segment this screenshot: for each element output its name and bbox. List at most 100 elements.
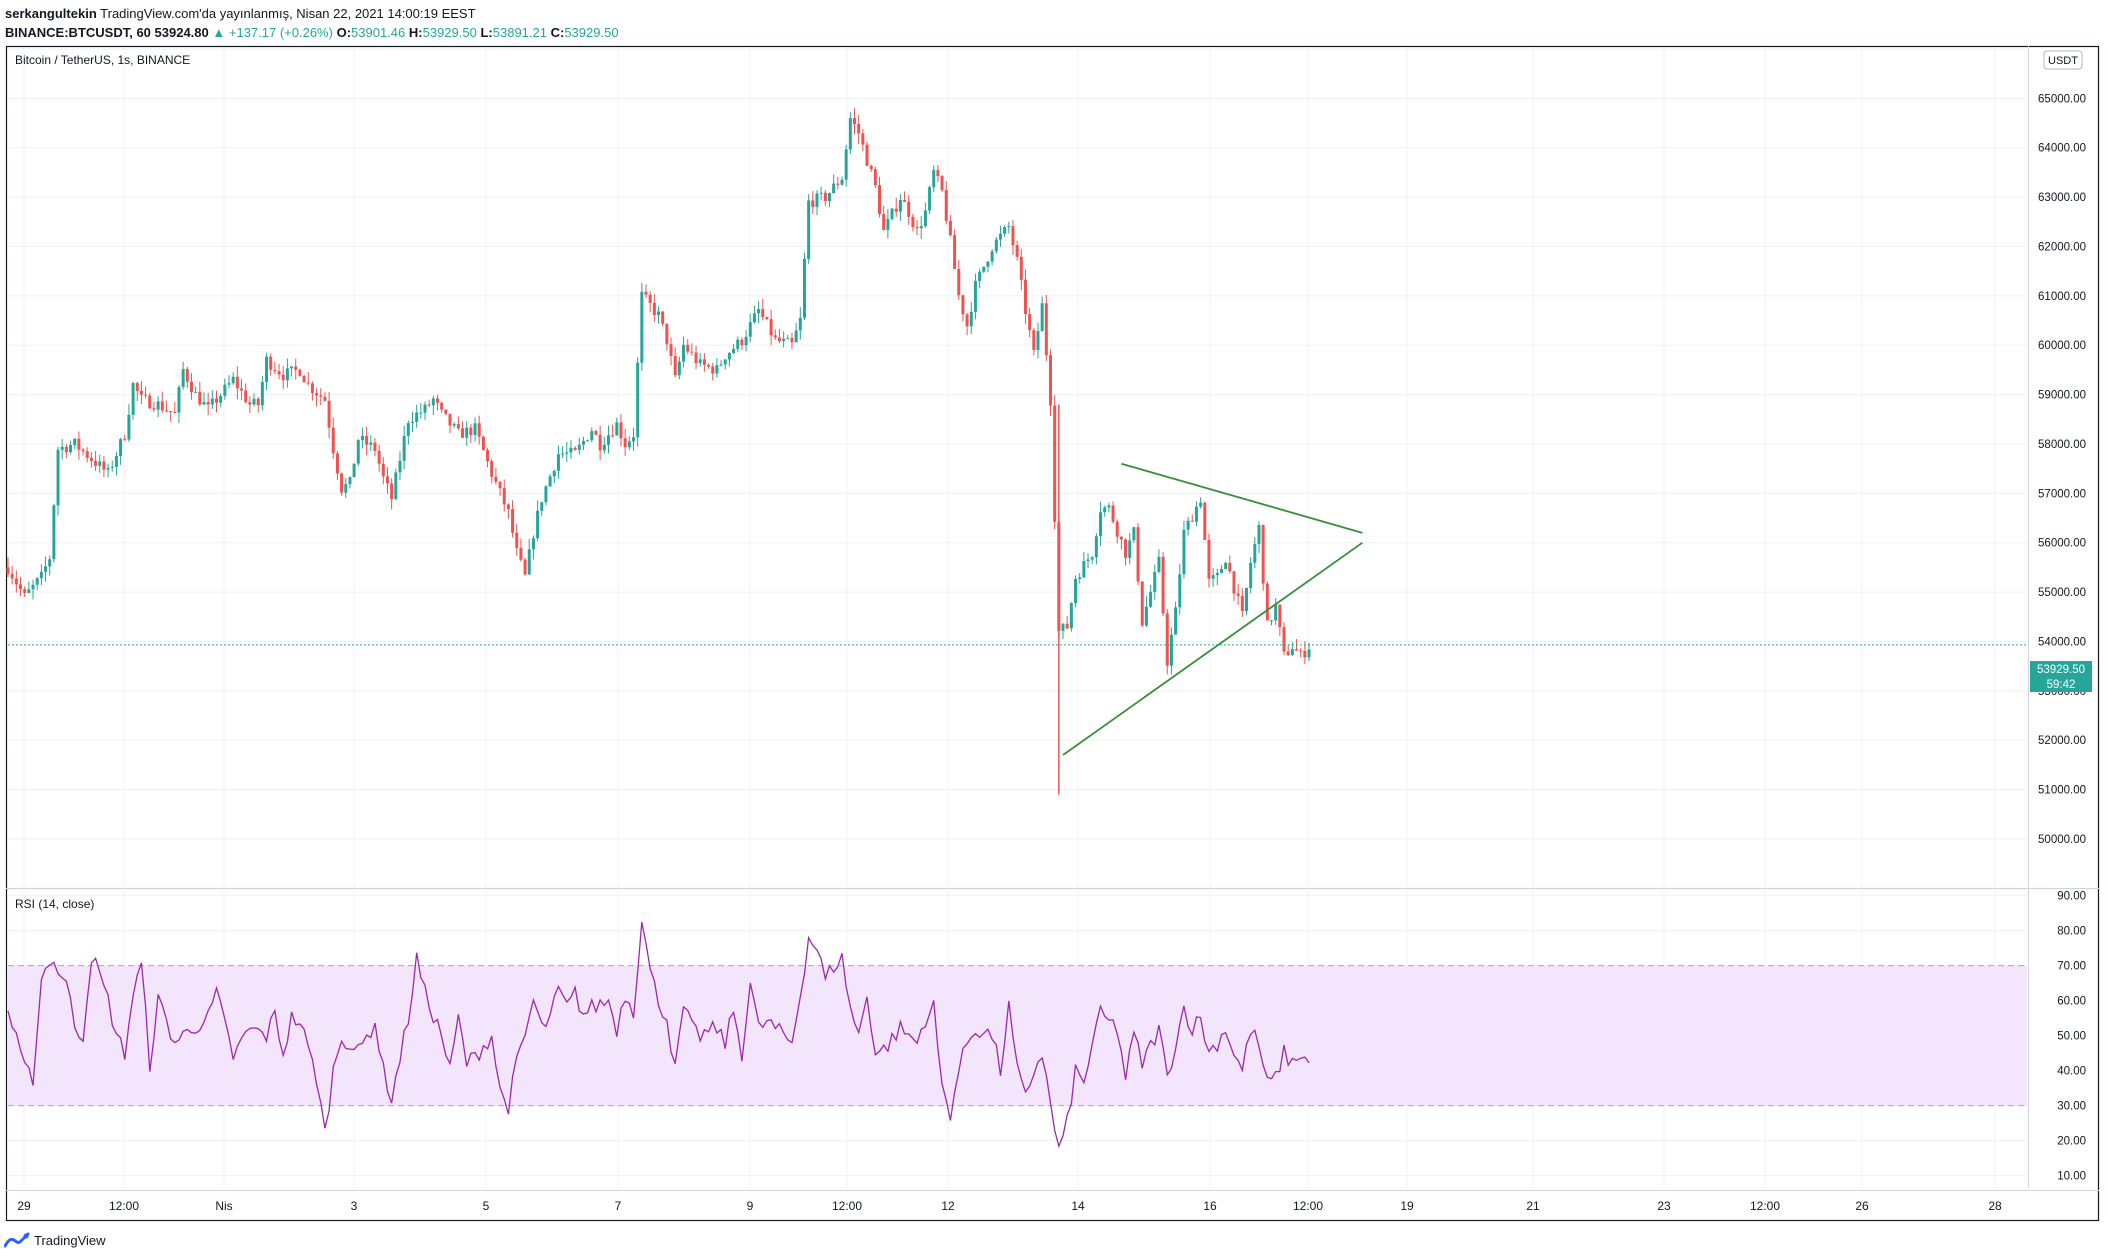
candle: [369, 435, 373, 451]
candle-body: [552, 470, 556, 477]
candle-body: [114, 456, 118, 467]
time-tick-label: Nis: [215, 1199, 232, 1213]
candle: [694, 345, 698, 370]
candle: [256, 396, 260, 413]
candle-body: [669, 344, 673, 357]
time-tick-label: 12:00: [1750, 1199, 1780, 1213]
candle: [669, 337, 673, 366]
close-value: 53929.50: [564, 25, 619, 40]
candle-body: [319, 395, 323, 397]
candle-body: [1307, 649, 1311, 658]
candle: [202, 392, 206, 405]
candle-body: [1286, 651, 1290, 656]
candle: [673, 347, 677, 378]
candle: [1253, 537, 1257, 569]
candle: [1136, 523, 1140, 586]
candle-body: [210, 398, 214, 405]
time-axis[interactable]: 29 12:00 Nis 3 5 7 9 12:00 12 14 16 12:00 19 21 23 12:0…: [17, 1199, 2002, 1213]
candle: [139, 381, 143, 405]
candle-body: [1107, 505, 1111, 508]
candle-body: [494, 476, 498, 482]
candle: [1274, 597, 1278, 625]
candle-body: [702, 359, 706, 365]
candle-body: [298, 369, 302, 376]
candle: [310, 381, 314, 401]
candle: [619, 414, 623, 447]
candle-body: [548, 476, 552, 487]
candle-body: [953, 235, 957, 269]
candle: [515, 524, 519, 556]
candle-body: [1040, 303, 1044, 332]
candle-body: [940, 176, 944, 191]
candle: [732, 343, 736, 355]
time-tick-label: 16: [1203, 1199, 1217, 1213]
candle-body: [440, 402, 444, 410]
candle: [969, 301, 973, 335]
candle-body: [903, 199, 907, 202]
candle-body: [1249, 562, 1253, 589]
currency-badge[interactable]: USDT: [2043, 50, 2083, 70]
price-tick-label: 54000.00: [2038, 636, 2086, 648]
candle: [306, 372, 310, 386]
candle: [294, 358, 298, 380]
candle-body: [1082, 561, 1086, 578]
candle: [194, 386, 198, 393]
candle-body: [1053, 405, 1057, 522]
candle-body: [306, 382, 310, 384]
candle-body: [1124, 539, 1128, 558]
candle-body: [1194, 506, 1198, 522]
close-label: C:: [550, 25, 565, 40]
author-name[interactable]: serkangultekin: [5, 6, 97, 21]
rsi-line: [7, 921, 1310, 1149]
candle-body: [1236, 593, 1240, 596]
candle: [131, 381, 135, 420]
candle: [844, 144, 848, 187]
triangle-trendlines[interactable]: [1062, 462, 1363, 756]
candle: [319, 388, 323, 406]
candle-body: [1303, 651, 1307, 658]
candle: [77, 431, 81, 460]
candle: [965, 312, 969, 336]
candle: [865, 141, 869, 167]
candle: [1028, 307, 1032, 338]
candle: [736, 336, 740, 353]
rsi-axis[interactable]: 90.00 80.00 70.00 60.00 50.00 40.00 30.00 20.00…: [2057, 891, 2086, 1183]
candle: [285, 358, 289, 388]
candle-body: [35, 578, 39, 585]
candle: [953, 229, 957, 270]
candle: [636, 357, 640, 447]
candle-body: [340, 473, 344, 493]
candle-body: [744, 336, 748, 346]
candle: [206, 392, 210, 416]
candle: [711, 362, 715, 381]
candle: [252, 393, 256, 407]
candle-body: [1103, 507, 1107, 513]
price-axis[interactable]: 65000.00 64000.00 63000.00 62000.00 61000.00…: [2038, 93, 2086, 846]
candle-body: [594, 431, 598, 435]
candle-body: [836, 183, 840, 185]
candle-body: [556, 454, 560, 471]
candle-body: [365, 436, 369, 445]
candle-body: [911, 216, 915, 228]
candle-body: [77, 438, 81, 450]
candle: [765, 316, 769, 321]
candle: [1178, 563, 1182, 615]
candle-body: [690, 351, 694, 353]
candle: [1069, 602, 1073, 632]
candle: [928, 185, 932, 215]
candle: [1249, 557, 1253, 594]
candle-body: [1257, 524, 1261, 544]
rsi-band: [8, 965, 2027, 1106]
candle: [181, 361, 185, 390]
candle-body: [402, 435, 406, 461]
candle-body: [410, 421, 414, 424]
rsi-tick-label: 40.00: [2057, 1066, 2086, 1078]
time-tick-label: 12:00: [109, 1199, 139, 1213]
candle: [436, 394, 440, 411]
footer[interactable]: TradingView: [4, 1232, 106, 1248]
candle: [602, 436, 606, 454]
candle-body: [948, 220, 952, 236]
candle-body: [106, 467, 110, 470]
candle-body: [665, 323, 669, 345]
